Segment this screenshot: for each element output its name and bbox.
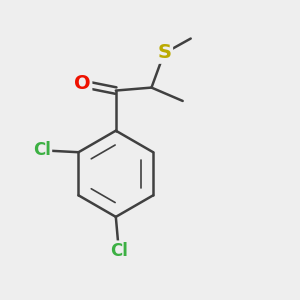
Text: S: S bbox=[158, 43, 172, 62]
Text: Cl: Cl bbox=[33, 141, 51, 159]
Text: O: O bbox=[74, 74, 91, 93]
Text: Cl: Cl bbox=[110, 242, 128, 260]
